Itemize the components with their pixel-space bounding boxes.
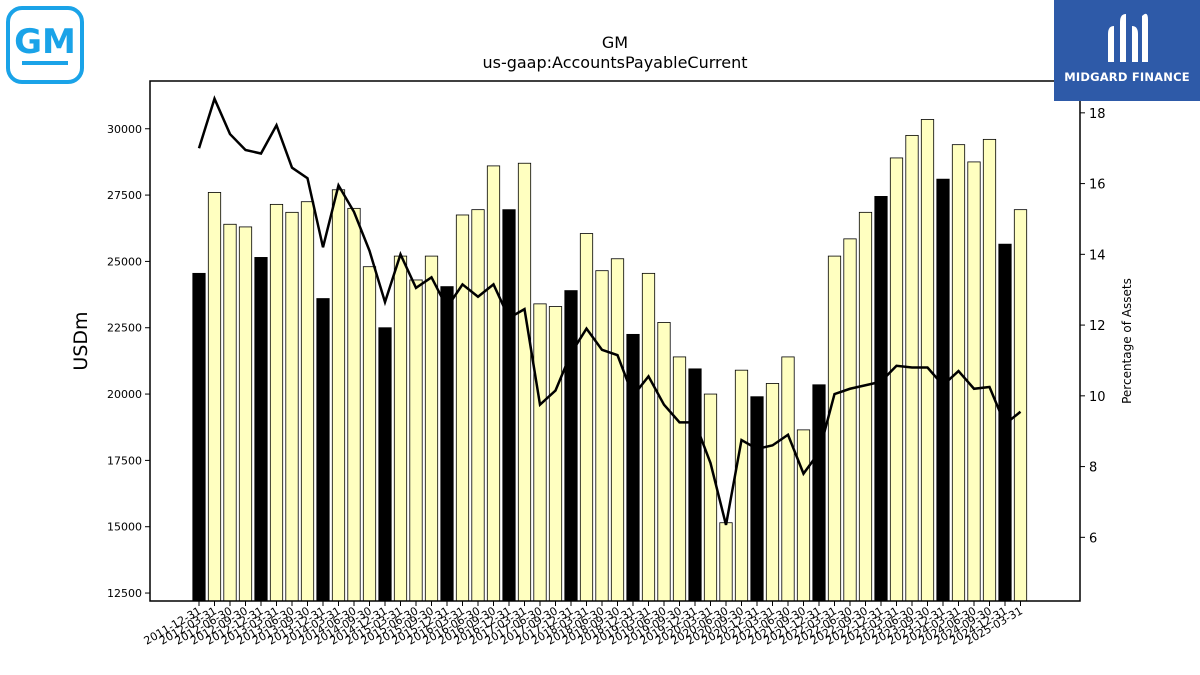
bar-2012-03-31 xyxy=(207,192,222,602)
bar-2017-09-30 xyxy=(548,306,563,602)
midgard-finance-text: MIDGARD FINANCE xyxy=(1064,70,1190,84)
plot-frame xyxy=(149,80,1081,602)
bar-2020-06-30 xyxy=(719,522,733,602)
y-tick-label: 17500 xyxy=(107,454,142,467)
bar-2012-06-30 xyxy=(223,223,237,602)
y-axis-label: USDm xyxy=(70,311,92,370)
y2-tick-label: 10 xyxy=(1089,390,1106,405)
bar-2016-03-31 xyxy=(455,214,470,602)
y-tick-label: 22500 xyxy=(107,322,142,335)
bar-series xyxy=(192,119,1028,602)
bar-2019-06-30 xyxy=(657,322,671,602)
bar-2024-09-30 xyxy=(982,138,997,602)
y2-tick-label: 8 xyxy=(1089,461,1097,476)
bar-2015-03-31 xyxy=(393,255,408,602)
bar-2019-03-31 xyxy=(641,272,656,602)
bar-2012-09-30 xyxy=(238,226,253,602)
bar-2016-09-30 xyxy=(486,165,501,602)
bar-2020-03-31 xyxy=(703,393,718,602)
bar-2013-06-30 xyxy=(285,211,299,602)
y2-axis-label: Percentage of Assets xyxy=(1120,278,1134,404)
bar-2022-06-30 xyxy=(843,238,857,602)
bar-2013-12-31 xyxy=(316,298,330,602)
bar-2014-06-30 xyxy=(347,207,361,602)
bar-2012-12-31 xyxy=(254,257,268,602)
bar-2021-09-30 xyxy=(796,429,811,602)
bar-2022-12-31 xyxy=(874,196,888,602)
y2-tick-label: 18 xyxy=(1089,107,1106,122)
bar-2025-03-31 xyxy=(1013,209,1028,602)
bar-2015-06-30 xyxy=(409,279,423,602)
bar-2022-09-30 xyxy=(858,211,873,602)
bar-2015-09-30 xyxy=(424,255,439,602)
bar-2011-12-31 xyxy=(192,272,206,602)
bar-2018-03-31 xyxy=(579,233,594,602)
bar-2017-06-30 xyxy=(533,303,547,602)
bar-2016-12-31 xyxy=(502,209,516,602)
y-tick-label: 15000 xyxy=(107,521,142,534)
percentage-line xyxy=(197,95,1022,526)
bar-2023-03-31 xyxy=(889,157,904,602)
bar-2018-06-30 xyxy=(595,270,609,602)
bar-2015-12-31 xyxy=(440,286,454,602)
y-tick-label: 27500 xyxy=(107,189,142,202)
bar-2019-12-31 xyxy=(688,368,702,602)
bar-2017-12-31 xyxy=(564,290,578,602)
bar-2014-12-31 xyxy=(378,327,392,602)
bar-2014-09-30 xyxy=(362,266,377,602)
bar-2018-12-31 xyxy=(626,333,640,602)
gm-logo: GM xyxy=(6,6,84,84)
y-tick-label: 12500 xyxy=(107,587,142,600)
x-axis-ticks: 2011-12-312012-03-312012-06-302012-09-30… xyxy=(142,601,1025,648)
bar-2024-06-30 xyxy=(967,161,981,602)
bar-2014-03-31 xyxy=(331,189,346,602)
bar-2018-09-30 xyxy=(610,258,625,602)
bar-2020-12-31 xyxy=(750,396,764,602)
y2-tick-label: 14 xyxy=(1089,248,1106,263)
midgard-logo-mark-icon xyxy=(1108,13,1148,62)
bar-2021-12-31 xyxy=(812,384,826,602)
y-tick-label: 20000 xyxy=(107,388,142,401)
chart-subtitle: us-gaap:AccountsPayableCurrent xyxy=(482,53,747,72)
y-axis-ticks: 12500 15000 17500 20000 22500 25000 27500 30000 xyxy=(107,123,150,600)
bar-2017-03-31 xyxy=(517,162,532,602)
bar-2020-09-30 xyxy=(734,369,749,602)
bar-2013-03-31 xyxy=(269,203,284,602)
bar-2022-03-31 xyxy=(827,255,842,602)
y-tick-label: 30000 xyxy=(107,123,142,136)
y2-axis-ticks: 6 8 10 12 14 16 18 xyxy=(1080,107,1106,546)
bar-2023-09-30 xyxy=(920,119,935,602)
bar-2019-09-30 xyxy=(672,356,687,602)
bar-2013-09-30 xyxy=(300,201,315,602)
bar-2021-06-30 xyxy=(781,356,795,602)
midgard-finance-logo: MIDGARD FINANCE xyxy=(1054,0,1200,101)
y2-tick-label: 16 xyxy=(1089,178,1106,193)
bar-2021-03-31 xyxy=(765,383,780,602)
bar-2016-06-30 xyxy=(471,209,485,602)
y2-tick-label: 6 xyxy=(1089,531,1097,546)
y-tick-label: 25000 xyxy=(107,255,142,268)
gm-logo-text: GM xyxy=(14,22,76,62)
chart-title: GM xyxy=(602,33,628,52)
bar-2023-12-31 xyxy=(936,178,950,602)
y2-tick-label: 12 xyxy=(1089,319,1106,334)
